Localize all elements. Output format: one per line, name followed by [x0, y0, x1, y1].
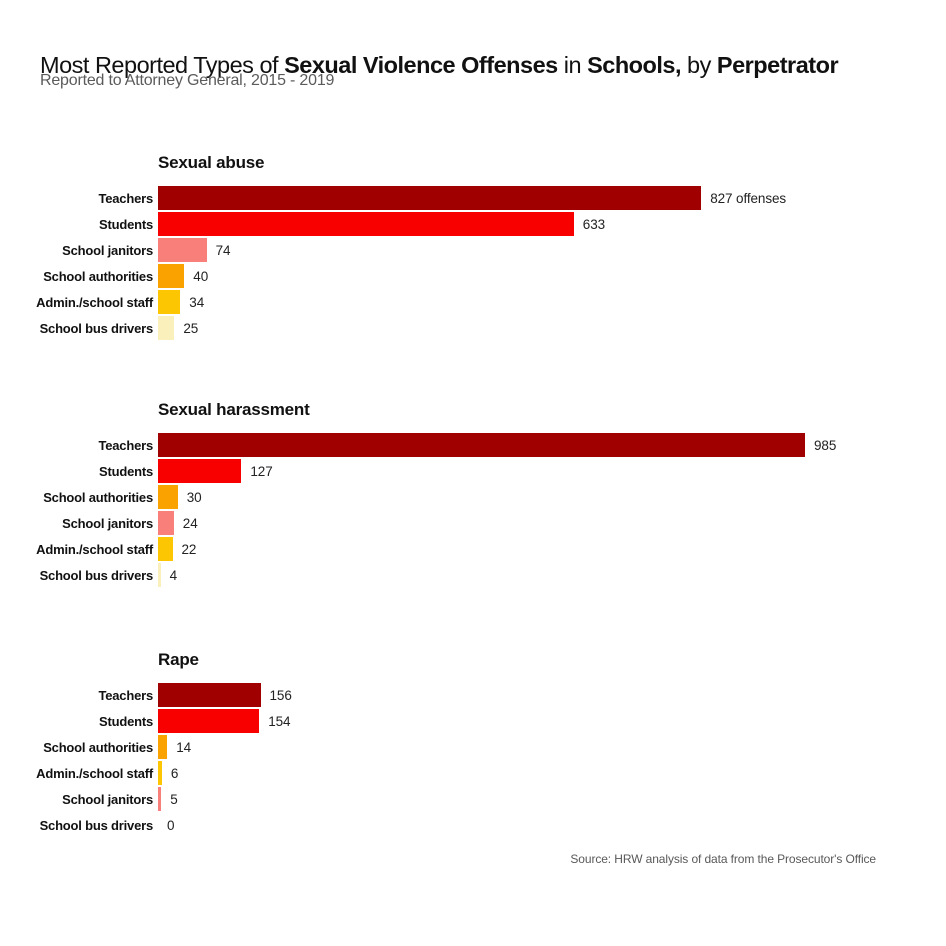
value-label: 154	[268, 713, 291, 729]
bar	[158, 787, 162, 811]
row-label: School janitors	[62, 242, 153, 258]
bar-row: Teachers 156	[0, 682, 946, 708]
bar	[158, 290, 181, 314]
bar-row: Admin./school staff 34	[0, 289, 946, 315]
bar-row: School authorities 14	[0, 734, 946, 760]
value-label: 156	[269, 687, 292, 703]
row-label: Students	[98, 463, 153, 479]
row-label: Admin./school staff	[36, 541, 153, 557]
title-segment: in	[557, 51, 588, 78]
bar	[158, 316, 175, 340]
bar	[158, 433, 805, 457]
bar-chart: Sexual abuse Teachers 827 offenses Students…	[0, 153, 946, 341]
value-label: 40	[193, 268, 209, 284]
bar-row: School authorities 30	[0, 484, 946, 510]
value-label: 4	[169, 567, 178, 583]
bar-row: School bus drivers 25	[0, 315, 946, 341]
bar	[158, 735, 168, 759]
row-label: Teachers	[98, 687, 153, 703]
row-label: School bus drivers	[39, 567, 154, 583]
value-label: 127	[250, 463, 273, 479]
chart-title: Sexual abuse	[158, 153, 265, 172]
bar	[158, 683, 261, 707]
row-label: School janitors	[62, 515, 153, 531]
value-label: 5	[170, 791, 178, 807]
bar-row: School bus drivers 4	[0, 562, 946, 588]
bar-row: School authorities 40	[0, 263, 946, 289]
bar-row: Students 154	[0, 708, 946, 734]
bar	[158, 186, 702, 210]
bar-row: Admin./school staff 6	[0, 760, 946, 786]
bar	[158, 761, 162, 785]
chart-title: Sexual harassment	[158, 400, 310, 419]
row-label: Students	[98, 216, 153, 232]
bar-chart: Rape Teachers 156 Students 154 School authori…	[0, 650, 946, 838]
page-subtitle: Reported to Attorney General, 2015 - 201…	[40, 72, 335, 89]
bar-row: Admin./school staff 22	[0, 536, 946, 562]
bar-row: School janitors 5	[0, 786, 946, 812]
value-label: 633	[582, 216, 606, 232]
row-label: School authorities	[43, 268, 153, 284]
bar-row: School janitors 24	[0, 510, 946, 536]
bar	[158, 709, 260, 733]
row-label: School bus drivers	[39, 817, 154, 833]
bar	[158, 459, 242, 483]
chart-title: Rape	[158, 650, 199, 669]
bar	[158, 511, 174, 535]
bar	[158, 563, 161, 587]
row-label: Admin./school staff	[36, 294, 153, 310]
value-label: 24	[182, 515, 198, 531]
title-segment: by	[681, 51, 717, 78]
row-label: School authorities	[43, 739, 153, 755]
bar	[158, 238, 207, 262]
title-segment: Schools,	[587, 51, 682, 78]
row-label: Teachers	[98, 437, 153, 453]
bar-chart: Sexual harassment Teachers 985 Students 127 S…	[0, 400, 946, 588]
value-label: 6	[170, 765, 179, 781]
value-label: 14	[176, 739, 192, 755]
bar-row: Students 127	[0, 458, 946, 484]
value-label: 25	[183, 320, 199, 336]
title-segment: Perpetrator	[716, 51, 839, 78]
value-label: 0	[167, 817, 175, 833]
bar-row: Teachers 827 offenses	[0, 185, 946, 211]
title-segment: Most Reported Types of	[40, 51, 285, 78]
bar	[158, 485, 178, 509]
row-label: Teachers	[98, 190, 153, 206]
row-label: Students	[98, 713, 153, 729]
bar-row: School bus drivers 0	[0, 812, 946, 838]
value-label: 30	[186, 489, 202, 505]
row-label: School authorities	[43, 489, 153, 505]
bar-row: Teachers 985	[0, 432, 946, 458]
bar-row: School janitors 74	[0, 237, 946, 263]
bar	[158, 212, 574, 236]
source-note: Source: HRW analysis of data from the Pr…	[570, 852, 876, 866]
row-label: Admin./school staff	[36, 765, 153, 781]
page-title: Most Reported Types of Sexual Violence O…	[40, 51, 839, 79]
bar	[158, 264, 185, 288]
value-label: 22	[181, 541, 197, 557]
value-label: 74	[215, 242, 231, 258]
value-label: 985	[814, 437, 837, 453]
bar-row: Students 633	[0, 211, 946, 237]
bar	[158, 537, 173, 561]
row-label: School janitors	[62, 791, 153, 807]
title-segment: Sexual Violence Offenses	[284, 51, 558, 78]
value-label: 34	[189, 294, 205, 310]
value-label: 827 offenses	[710, 190, 787, 206]
row-label: School bus drivers	[39, 320, 154, 336]
